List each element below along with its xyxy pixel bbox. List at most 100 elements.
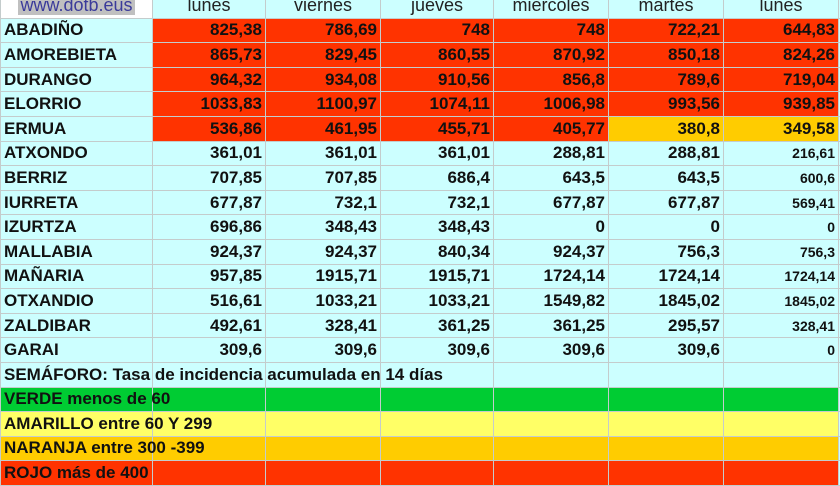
cell[interactable] xyxy=(494,412,609,437)
incidence-value[interactable]: 924,37 xyxy=(494,239,609,264)
incidence-value[interactable]: 309,6 xyxy=(609,338,724,363)
incidence-value[interactable]: 677,87 xyxy=(609,190,724,215)
cell[interactable] xyxy=(609,412,724,437)
cell[interactable] xyxy=(381,387,494,412)
incidence-value[interactable]: 1033,83 xyxy=(153,92,266,117)
incidence-value[interactable]: 719,04 xyxy=(724,67,839,92)
column-header[interactable]: jueves xyxy=(381,0,494,18)
incidence-value[interactable]: 361,01 xyxy=(381,141,494,166)
municipality-name[interactable]: AMOREBIETA xyxy=(1,43,153,68)
municipality-name[interactable]: GARAI xyxy=(1,338,153,363)
incidence-value[interactable]: 288,81 xyxy=(609,141,724,166)
municipality-name[interactable]: BERRIZ xyxy=(1,166,153,191)
incidence-value[interactable]: 309,6 xyxy=(494,338,609,363)
incidence-value[interactable]: 910,56 xyxy=(381,67,494,92)
incidence-value[interactable]: 288,81 xyxy=(494,141,609,166)
incidence-value[interactable]: 686,4 xyxy=(381,166,494,191)
incidence-value[interactable]: 361,01 xyxy=(153,141,266,166)
incidence-value[interactable]: 1074,11 xyxy=(381,92,494,117)
column-header[interactable]: lunes xyxy=(153,0,266,18)
cell[interactable] xyxy=(494,362,609,387)
incidence-value[interactable]: 1033,21 xyxy=(266,289,381,314)
incidence-value[interactable]: 860,55 xyxy=(381,43,494,68)
incidence-value[interactable]: 643,5 xyxy=(494,166,609,191)
incidence-value[interactable]: 677,87 xyxy=(153,190,266,215)
incidence-value[interactable]: 957,85 xyxy=(153,264,266,289)
cell[interactable] xyxy=(381,412,494,437)
incidence-value[interactable]: 964,32 xyxy=(153,67,266,92)
incidence-value[interactable]: 361,01 xyxy=(266,141,381,166)
legend-cell[interactable]: NARANJA entre 300 -399 xyxy=(1,436,153,461)
incidence-value[interactable]: 516,61 xyxy=(153,289,266,314)
incidence-value[interactable]: 732,1 xyxy=(381,190,494,215)
column-header[interactable]: miercoles xyxy=(494,0,609,18)
incidence-value[interactable]: 380,8 xyxy=(609,116,724,141)
municipality-name[interactable]: OTXANDIO xyxy=(1,289,153,314)
incidence-value[interactable]: 0 xyxy=(609,215,724,240)
incidence-value[interactable]: 309,6 xyxy=(153,338,266,363)
incidence-value[interactable]: 348,43 xyxy=(381,215,494,240)
municipality-name[interactable]: MAÑARIA xyxy=(1,264,153,289)
semaforo-cell[interactable]: SEMÁFORO: Tasa de incidencia acumulada e… xyxy=(1,362,153,387)
incidence-value[interactable]: 361,25 xyxy=(381,313,494,338)
incidence-value[interactable]: 939,85 xyxy=(724,92,839,117)
cell[interactable] xyxy=(494,387,609,412)
incidence-value[interactable]: 1724,14 xyxy=(609,264,724,289)
incidence-value[interactable]: 707,85 xyxy=(153,166,266,191)
legend-cell[interactable]: ROJO más de 400 xyxy=(1,461,153,486)
incidence-value[interactable]: 1724,14 xyxy=(494,264,609,289)
cell[interactable] xyxy=(724,461,839,486)
incidence-value[interactable]: 934,08 xyxy=(266,67,381,92)
incidence-value[interactable]: 309,6 xyxy=(381,338,494,363)
incidence-value[interactable]: 1006,98 xyxy=(494,92,609,117)
municipality-name[interactable]: MALLABIA xyxy=(1,239,153,264)
incidence-value[interactable]: 569,41 xyxy=(724,190,839,215)
incidence-value[interactable]: 328,41 xyxy=(266,313,381,338)
incidence-value[interactable]: 870,92 xyxy=(494,43,609,68)
incidence-value[interactable]: 748 xyxy=(494,18,609,43)
incidence-value[interactable]: 328,41 xyxy=(724,313,839,338)
incidence-value[interactable]: 1724,14 xyxy=(724,264,839,289)
municipality-name[interactable]: DURANGO xyxy=(1,67,153,92)
incidence-value[interactable]: 756,3 xyxy=(609,239,724,264)
municipality-name[interactable]: ABADIÑO xyxy=(1,18,153,43)
incidence-value[interactable]: 361,25 xyxy=(494,313,609,338)
incidence-value[interactable]: 349,58 xyxy=(724,116,839,141)
incidence-value[interactable]: 756,3 xyxy=(724,239,839,264)
incidence-value[interactable]: 865,73 xyxy=(153,43,266,68)
cell[interactable] xyxy=(381,461,494,486)
incidence-value[interactable]: 924,37 xyxy=(153,239,266,264)
cell[interactable] xyxy=(494,436,609,461)
municipality-name[interactable]: ELORRIO xyxy=(1,92,153,117)
cell[interactable] xyxy=(266,412,381,437)
cell[interactable] xyxy=(724,362,839,387)
column-header[interactable]: lunes xyxy=(724,0,839,18)
incidence-value[interactable]: 295,57 xyxy=(609,313,724,338)
incidence-value[interactable]: 216,61 xyxy=(724,141,839,166)
incidence-value[interactable]: 405,77 xyxy=(494,116,609,141)
incidence-value[interactable]: 1845,02 xyxy=(724,289,839,314)
incidence-value[interactable]: 850,18 xyxy=(609,43,724,68)
incidence-value[interactable]: 0 xyxy=(724,215,839,240)
incidence-value[interactable]: 924,37 xyxy=(266,239,381,264)
incidence-value[interactable]: 1549,82 xyxy=(494,289,609,314)
incidence-value[interactable]: 1915,71 xyxy=(381,264,494,289)
incidence-value[interactable]: 536,86 xyxy=(153,116,266,141)
incidence-value[interactable]: 644,83 xyxy=(724,18,839,43)
incidence-value[interactable]: 461,95 xyxy=(266,116,381,141)
incidence-value[interactable]: 825,38 xyxy=(153,18,266,43)
incidence-value[interactable]: 786,69 xyxy=(266,18,381,43)
incidence-value[interactable]: 696,86 xyxy=(153,215,266,240)
legend-cell[interactable]: VERDE menos de 60 xyxy=(1,387,153,412)
incidence-value[interactable]: 993,56 xyxy=(609,92,724,117)
cell[interactable] xyxy=(266,436,381,461)
cell[interactable] xyxy=(266,387,381,412)
cell[interactable] xyxy=(724,412,839,437)
incidence-value[interactable]: 348,43 xyxy=(266,215,381,240)
column-header[interactable]: viernes xyxy=(266,0,381,18)
incidence-value[interactable]: 0 xyxy=(494,215,609,240)
cell[interactable] xyxy=(266,461,381,486)
incidence-value[interactable]: 309,6 xyxy=(266,338,381,363)
incidence-value[interactable]: 677,87 xyxy=(494,190,609,215)
incidence-value[interactable]: 492,61 xyxy=(153,313,266,338)
